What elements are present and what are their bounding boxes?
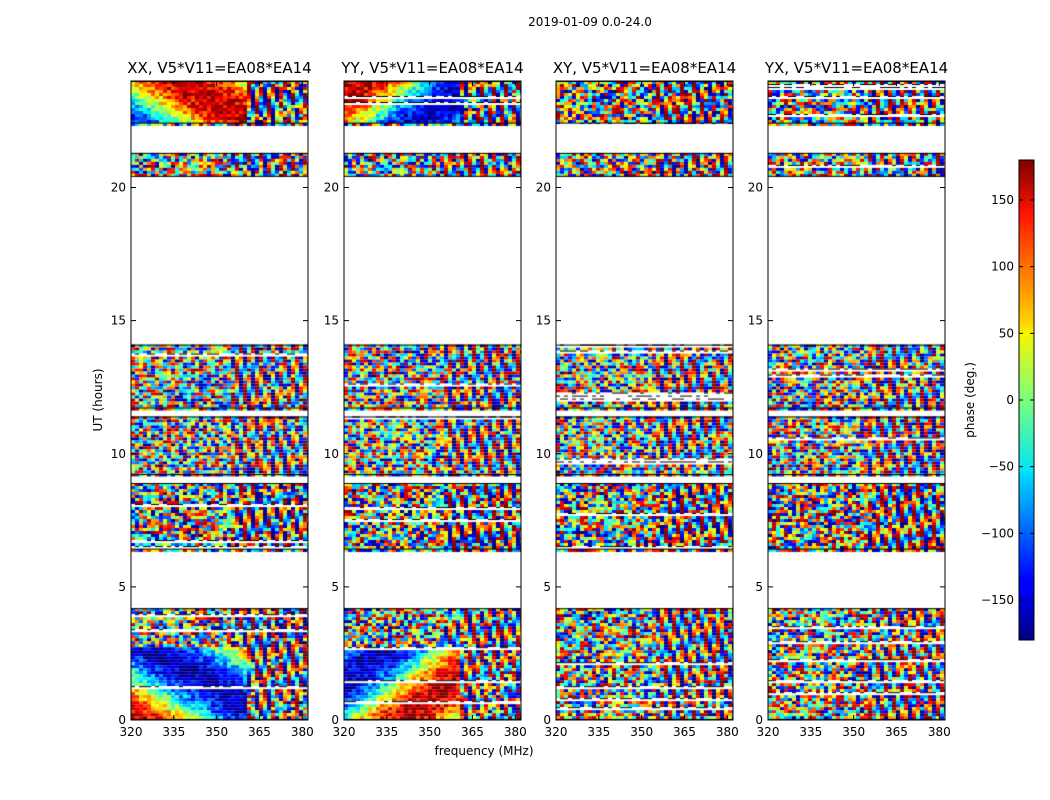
- panel-xy: XY, V5*V11=EA08*EA14 320 335 350 365 380 0 5 10 1…: [536, 59, 739, 739]
- y-tick-label: 5: [755, 580, 763, 594]
- y-tick-label: 15: [748, 314, 763, 328]
- panel-frame: [130, 80, 309, 721]
- x-tick-label: 365: [885, 725, 908, 739]
- x-tick-label: 380: [928, 725, 951, 739]
- x-tick-label: 365: [673, 725, 696, 739]
- panel-frame: [555, 80, 734, 721]
- x-tick-label: 350: [418, 725, 441, 739]
- y-tick-label: 20: [748, 181, 763, 195]
- y-tick-label: 0: [331, 713, 339, 727]
- y-tick-label: 10: [536, 447, 551, 461]
- y-tick-label: 20: [111, 181, 126, 195]
- x-tick-label: 350: [630, 725, 653, 739]
- colorbar: 150 100 50 0 −50 −100 −150 phase (deg.): [963, 159, 1035, 641]
- heatmap-cells: [344, 81, 521, 720]
- x-tick-label: 320: [333, 725, 356, 739]
- colorbar-tick-label: −100: [981, 526, 1014, 540]
- x-tick-label: 335: [799, 725, 822, 739]
- y-tick-label: 20: [324, 181, 339, 195]
- x-tick-label: 380: [291, 725, 314, 739]
- x-tick-label: 350: [842, 725, 865, 739]
- x-tick-label: 365: [248, 725, 271, 739]
- colorbar-tick-label: 50: [999, 326, 1014, 340]
- y-tick-label: 10: [111, 447, 126, 461]
- x-tick-label: 350: [205, 725, 228, 739]
- x-axis-label: frequency (MHz): [434, 744, 533, 758]
- colorbar-label: phase (deg.): [963, 362, 977, 438]
- panel-title: XY, V5*V11=EA08*EA14: [553, 59, 736, 77]
- panel-xx: XX, V5*V11=EA08*EA14 320 335 350 365 380 0 5 10 1…: [111, 59, 314, 739]
- y-tick-label: 0: [543, 713, 551, 727]
- x-tick-label: 320: [120, 725, 143, 739]
- x-tick-label: 335: [375, 725, 398, 739]
- heatmap-cells: [556, 81, 733, 720]
- colorbar-tick-label: 100: [991, 260, 1014, 274]
- y-tick-label: 20: [536, 181, 551, 195]
- colorbar-ticks: 150 100 50 0 −50 −100 −150: [981, 193, 1034, 607]
- panel-yy: YY, V5*V11=EA08*EA14 320 335 350 365 380 0 5 10 1…: [324, 59, 527, 739]
- colorbar-tick-label: −150: [981, 593, 1014, 607]
- x-tick-label: 335: [587, 725, 610, 739]
- y-tick-label: 15: [536, 314, 551, 328]
- colorbar-tick-label: 0: [1006, 393, 1014, 407]
- x-tick-label: 380: [504, 725, 527, 739]
- colorbar-tick-label: 150: [991, 193, 1014, 207]
- y-tick-label: 5: [543, 580, 551, 594]
- panel-frame: [343, 80, 522, 721]
- panel-title: XX, V5*V11=EA08*EA14: [127, 59, 311, 77]
- panel-frame: [767, 80, 946, 721]
- panel-title: YY, V5*V11=EA08*EA14: [340, 59, 523, 77]
- y-tick-label: 0: [118, 713, 126, 727]
- y-tick-label: 0: [755, 713, 763, 727]
- y-tick-label: 10: [748, 447, 763, 461]
- x-tick-label: 365: [461, 725, 484, 739]
- panels: XX, V5*V11=EA08*EA14 320 335 350 365 380 0 5 10 1…: [111, 59, 951, 739]
- y-tick-label: 15: [324, 314, 339, 328]
- heatmap-cells: [131, 81, 308, 720]
- colorbar-tick-label: −50: [989, 460, 1014, 474]
- panel-title: YX, V5*V11=EA08*EA14: [764, 59, 948, 77]
- heatmap-cells: [768, 81, 945, 720]
- panel-yx: YX, V5*V11=EA08*EA14 320 335 350 365 380 0 5 10 1…: [748, 59, 951, 739]
- x-tick-label: 320: [545, 725, 568, 739]
- x-tick-label: 380: [716, 725, 739, 739]
- y-axis-label: UT (hours): [91, 368, 105, 431]
- y-tick-label: 15: [111, 314, 126, 328]
- x-tick-label: 335: [162, 725, 185, 739]
- y-tick-label: 10: [324, 447, 339, 461]
- figure-suptitle: 2019-01-09 0.0-24.0: [528, 15, 652, 29]
- y-tick-label: 5: [331, 580, 339, 594]
- x-tick-label: 320: [757, 725, 780, 739]
- y-tick-label: 5: [118, 580, 126, 594]
